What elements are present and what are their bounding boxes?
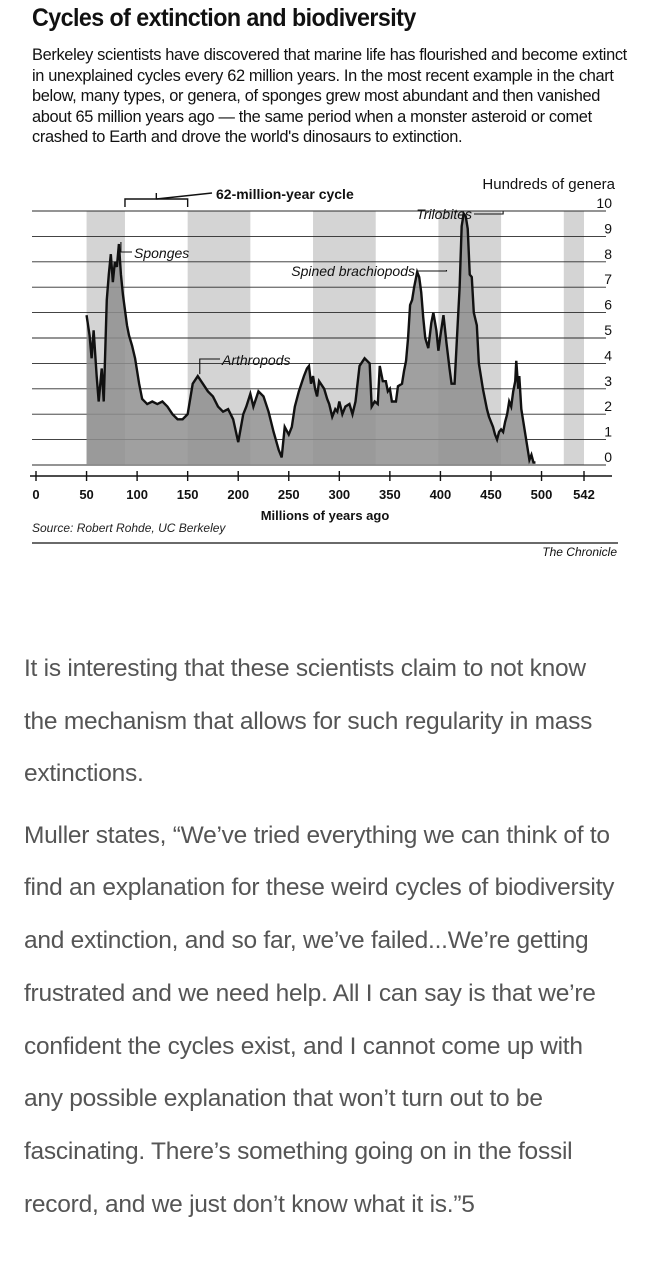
x-tick-label: 250: [278, 487, 300, 502]
y-tick-label: 5: [604, 322, 612, 338]
x-tick-label: 200: [227, 487, 249, 502]
series-area: [86, 213, 536, 465]
y-tick-label: 7: [604, 271, 612, 287]
annotation-brachiopods-leader: [417, 269, 448, 272]
annotation-trilobites-leader: [474, 211, 504, 215]
x-axis-title: Millions of years ago: [261, 508, 390, 523]
x-tick-label: 100: [126, 487, 148, 502]
y-tick-label: 6: [604, 297, 612, 313]
annotation-brachiopods: Spined brachiopods: [291, 263, 415, 279]
x-tick-label: 542: [573, 487, 595, 502]
x-tick-label: 500: [531, 487, 553, 502]
cycle-bracket-label: 62-million-year cycle: [216, 186, 354, 202]
line-chart: 0 50 100 150 200 250 300 350 400 450 500 542 0 1 2 3 4 5 6…: [30, 176, 618, 559]
x-tick-label: 400: [430, 487, 452, 502]
y-tick-label: 1: [604, 424, 612, 440]
article-paragraph: It is interesting that these scientists …: [24, 655, 593, 787]
chart-source: Source: Robert Rohde, UC Berkeley: [32, 521, 226, 535]
y-tick-label: 2: [604, 398, 612, 414]
x-tick-label: 150: [177, 487, 199, 502]
chart-title: Cycles of extinction and biodiversity: [32, 4, 416, 32]
y-tick-label: 8: [604, 246, 612, 262]
x-tick-label: 300: [328, 487, 350, 502]
article-paragraph: Muller states, “We’ve tried everything w…: [24, 821, 615, 1219]
y-tick-label: 3: [604, 373, 612, 389]
x-tick-label: 450: [480, 487, 502, 502]
y-tick-label: 9: [604, 220, 612, 236]
x-tick-label: 50: [79, 487, 93, 502]
y-tick-label: 0: [604, 449, 612, 465]
article-body: It is interesting that these scientists …: [24, 643, 624, 1232]
annotation-arthropods-leader: [199, 358, 220, 375]
y-tick-label: 4: [604, 347, 612, 363]
chart-credit: The Chronicle: [542, 545, 617, 559]
x-tick-label: 350: [379, 487, 401, 502]
cycle-bracket: [124, 198, 189, 207]
annotation-arthropods: Arthropods: [221, 352, 290, 368]
chart-figure: Cycles of extinction and biodiversity Be…: [0, 0, 646, 580]
series-line: [85, 210, 536, 465]
cycle-bracket-leader: [156, 192, 213, 200]
chart-subtitle: Berkeley scientists have discovered that…: [32, 46, 627, 146]
annotation-sponges: Sponges: [134, 245, 189, 261]
y-axis-title: Hundreds of genera: [482, 176, 615, 193]
x-tick-label: 0: [32, 487, 39, 502]
annotation-sponges-leader: [120, 242, 132, 253]
annotation-trilobites: Trilobites: [416, 206, 472, 222]
y-tick-label: 10: [596, 195, 612, 211]
